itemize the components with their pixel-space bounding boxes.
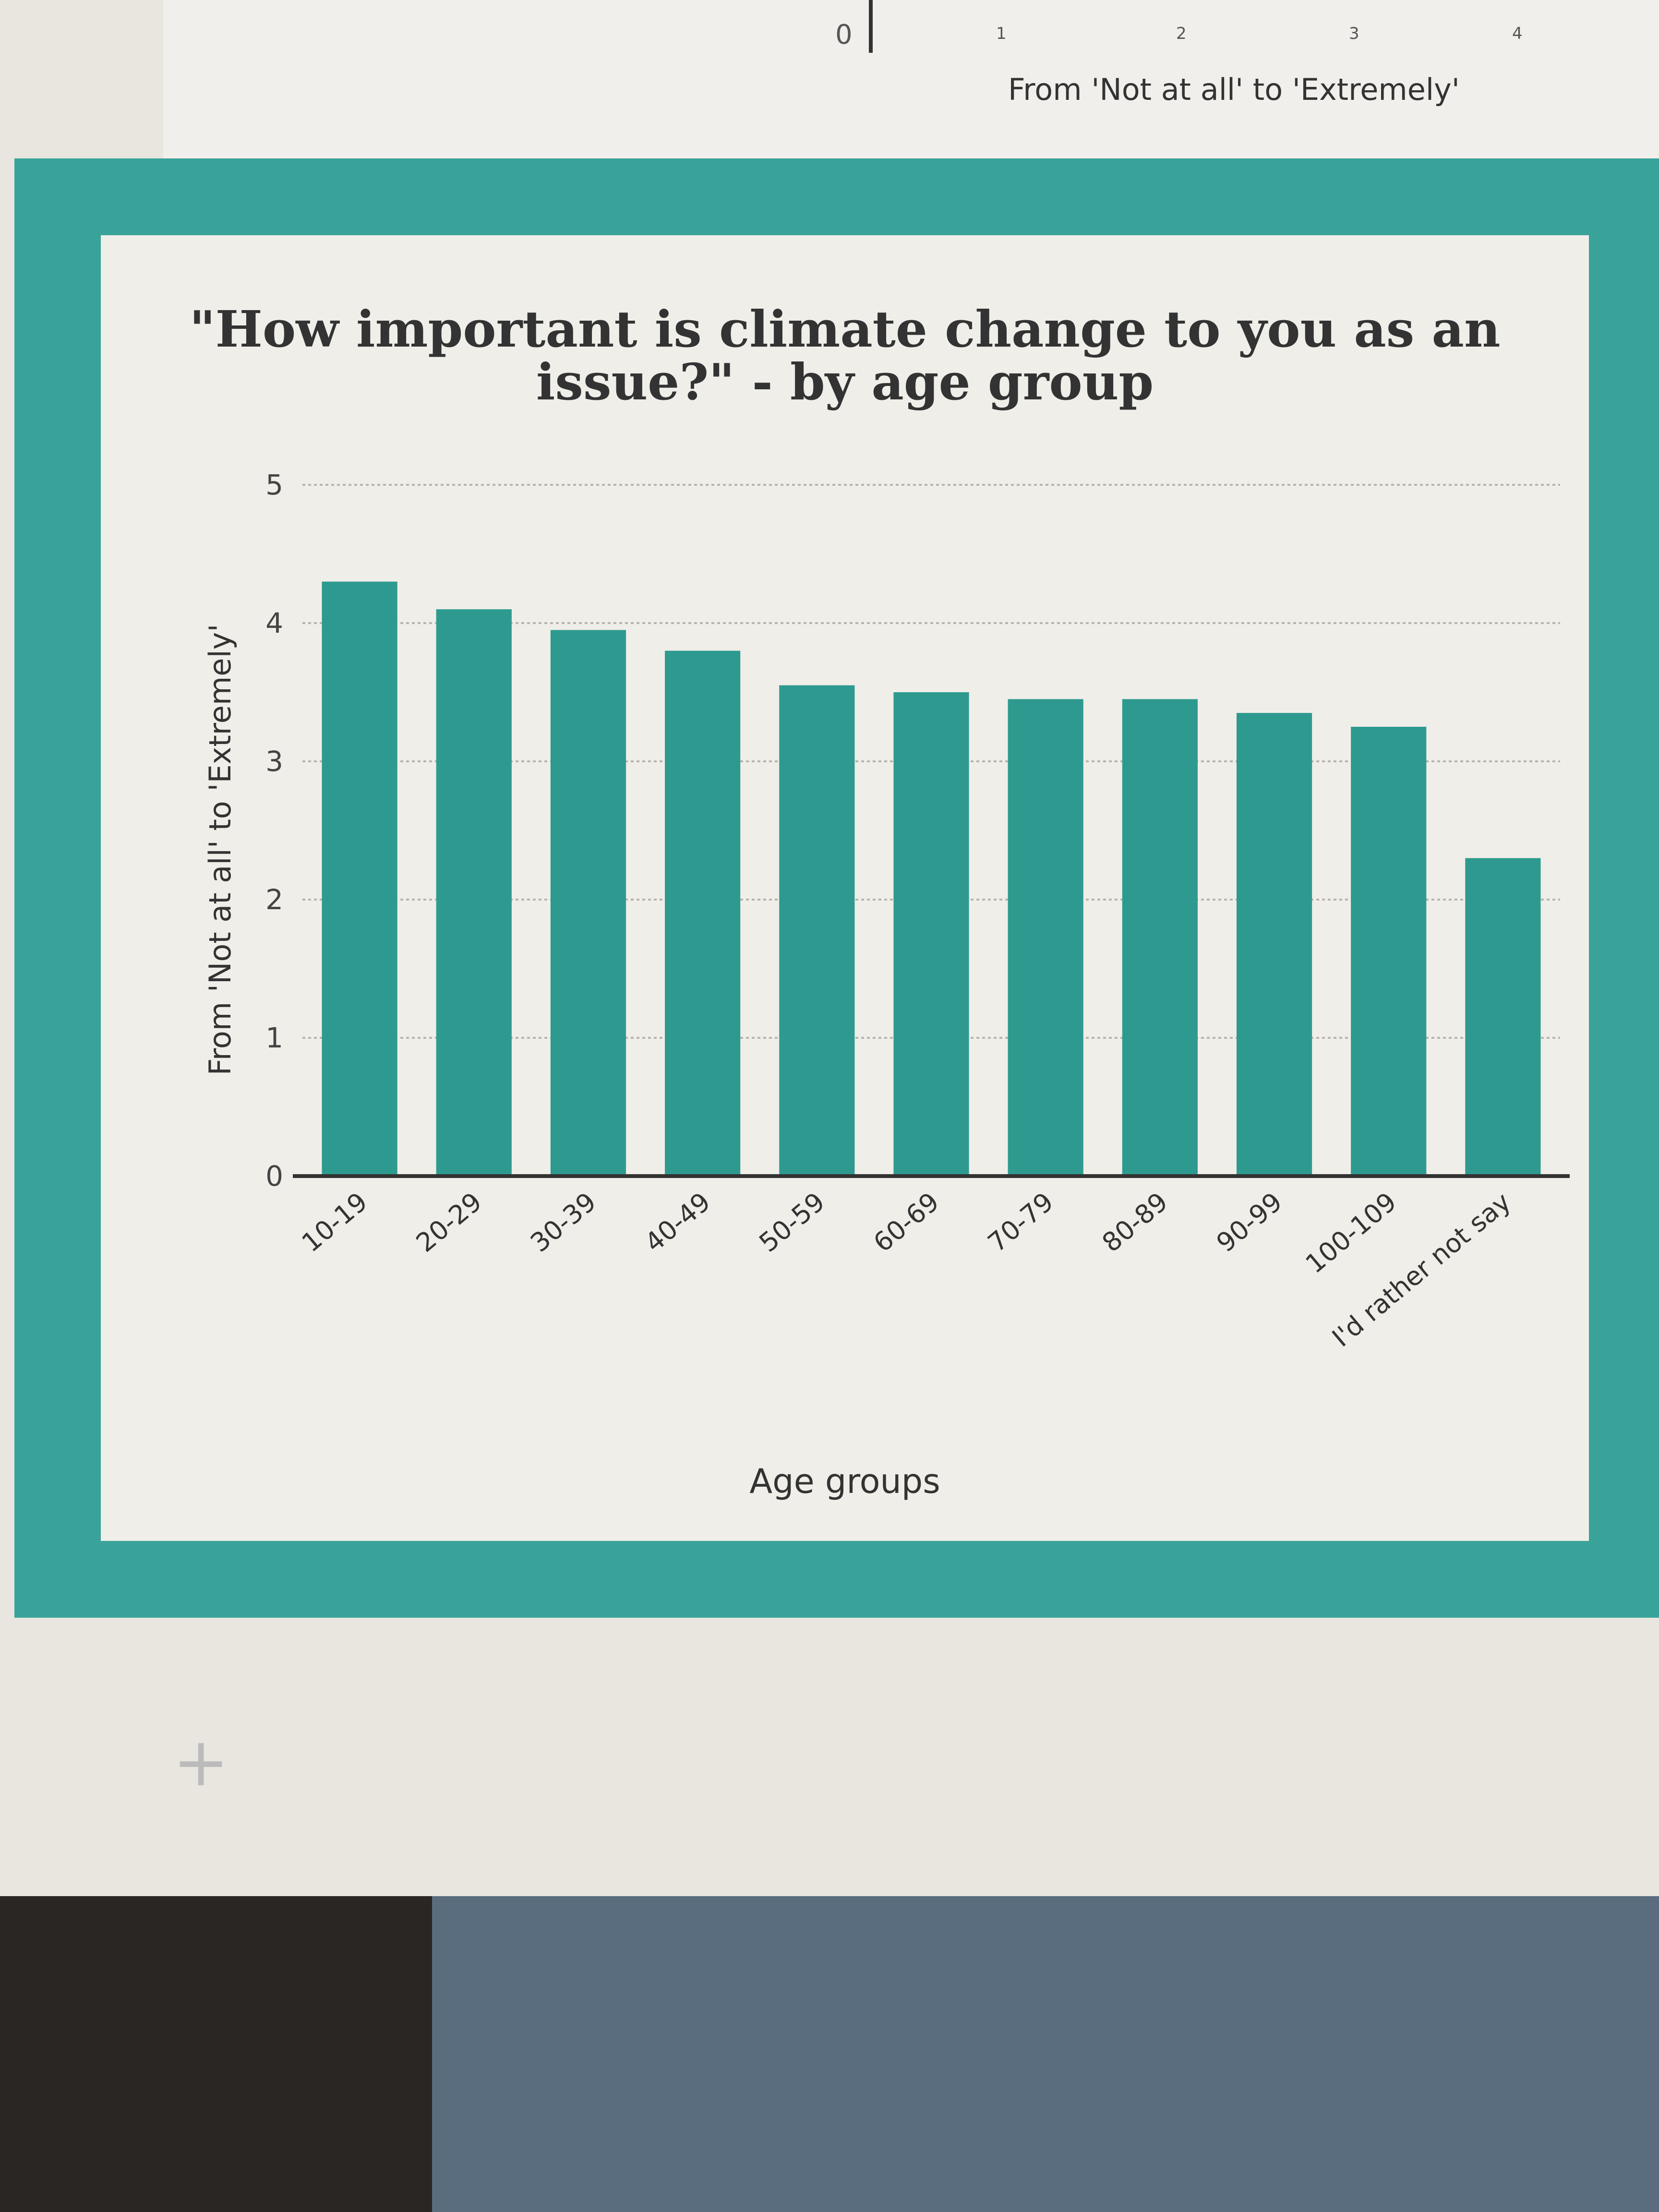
chart-title-line-2: issue?" - by age group — [536, 352, 1154, 411]
top-tick-3: 3 — [1349, 24, 1359, 43]
x-tick-label: 30-39 — [525, 1187, 602, 1258]
top-axis-line — [869, 0, 873, 53]
chart-panel: "How important is climate change to you … — [101, 235, 1589, 1541]
bar-50-59 — [779, 685, 855, 1176]
bar-10-19 — [322, 581, 397, 1176]
x-tick-label: 90-99 — [1211, 1187, 1288, 1258]
x-tick-label: 10-19 — [296, 1187, 373, 1258]
x-tick-label: 20-29 — [410, 1187, 488, 1258]
crop-mark: + — [173, 1723, 229, 1802]
bar-I'd rather not say — [1465, 858, 1541, 1176]
y-tick-label: 2 — [265, 883, 283, 916]
y-axis-label: From 'Not at all' to 'Extremely' — [203, 624, 238, 1076]
x-tick-label: 100-109 — [1300, 1187, 1402, 1279]
top-tick-2: 2 — [1176, 24, 1187, 43]
x-axis-label: Age groups — [749, 1462, 940, 1501]
y-tick-label: 4 — [265, 607, 283, 639]
x-tick-label: 70-79 — [982, 1187, 1059, 1258]
y-tick-label: 1 — [265, 1022, 283, 1054]
top-x-axis-label: From 'Not at all' to 'Extremely' — [1008, 72, 1460, 107]
top-tick-4: 4 — [1512, 24, 1523, 43]
top-tick-1: 1 — [996, 24, 1007, 43]
x-tick-label: 40-49 — [639, 1187, 716, 1258]
x-tick-label: 50-59 — [753, 1187, 830, 1258]
y-tick-label: 0 — [265, 1160, 283, 1192]
bar-30-39 — [550, 630, 626, 1176]
top-tick-0: 0 — [835, 19, 853, 50]
bar-70-79 — [1008, 699, 1083, 1176]
bar-40-49 — [665, 650, 741, 1176]
bar-chart: 0 1 2 3 4 5 10-19 20-29 30-39 40-49 50-59 60-69 70-7… — [203, 469, 1570, 1501]
background-fabric — [432, 1896, 1659, 2212]
bar-60-69 — [893, 692, 969, 1176]
y-tick-label: 3 — [265, 745, 283, 778]
bar-80-89 — [1122, 699, 1198, 1176]
bar-20-29 — [436, 609, 512, 1176]
x-tick-label: 60-69 — [868, 1187, 945, 1258]
y-tick-label: 5 — [265, 469, 283, 501]
chart-title-line-1: "How important is climate change to you … — [189, 300, 1501, 359]
bar-100-109 — [1351, 727, 1427, 1176]
x-tick-label: 80-89 — [1096, 1187, 1174, 1258]
previous-chart-panel: 0 1 2 3 4 5 From 'Not at all' to 'Extrem… — [163, 0, 1659, 158]
bar-90-99 — [1236, 713, 1312, 1176]
